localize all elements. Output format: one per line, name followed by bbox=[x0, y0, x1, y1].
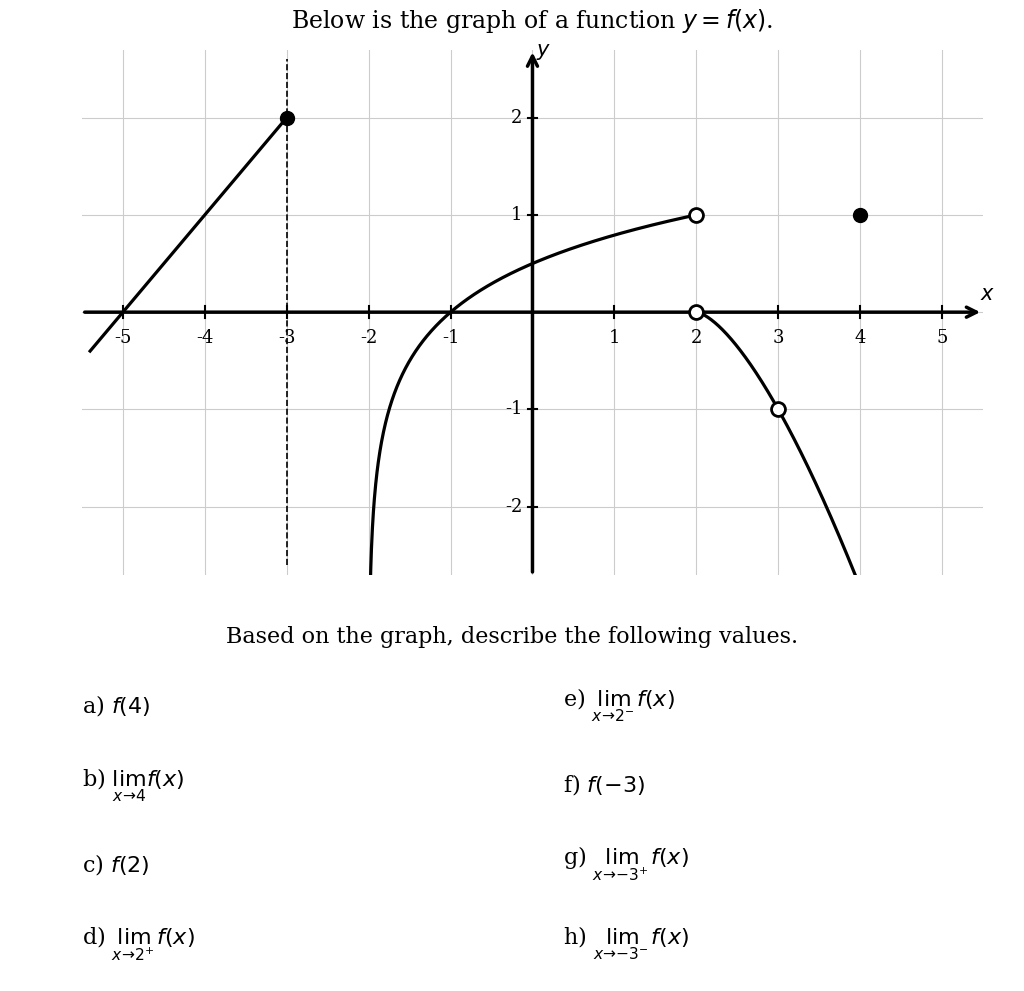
Text: f) $f(-3)$: f) $f(-3)$ bbox=[563, 772, 645, 798]
Text: -3: -3 bbox=[278, 329, 296, 347]
Text: h) $\lim_{x\to-3^-} f(x)$: h) $\lim_{x\to-3^-} f(x)$ bbox=[563, 925, 689, 962]
Text: g) $\lim_{x\to-3^+} f(x)$: g) $\lim_{x\to-3^+} f(x)$ bbox=[563, 845, 689, 883]
Text: -5: -5 bbox=[115, 329, 131, 347]
Text: 1: 1 bbox=[511, 206, 522, 224]
Text: d) $\lim_{x\to2^+} f(x)$: d) $\lim_{x\to2^+} f(x)$ bbox=[82, 925, 195, 962]
Text: 1: 1 bbox=[608, 329, 621, 347]
Text: Based on the graph, describe the following values.: Based on the graph, describe the followi… bbox=[226, 626, 798, 648]
Text: -1: -1 bbox=[505, 400, 522, 418]
Text: 2: 2 bbox=[511, 109, 522, 127]
Text: -2: -2 bbox=[505, 497, 522, 515]
Text: 3: 3 bbox=[772, 329, 784, 347]
Text: -4: -4 bbox=[197, 329, 213, 347]
Text: b) $\lim_{x\to4} f(x)$: b) $\lim_{x\to4} f(x)$ bbox=[82, 766, 184, 804]
Text: $y$: $y$ bbox=[536, 43, 551, 62]
Text: 4: 4 bbox=[854, 329, 866, 347]
Text: -1: -1 bbox=[441, 329, 460, 347]
Text: 5: 5 bbox=[936, 329, 948, 347]
Text: -2: -2 bbox=[360, 329, 377, 347]
Text: c) $f(2)$: c) $f(2)$ bbox=[82, 851, 150, 877]
Text: 2: 2 bbox=[690, 329, 702, 347]
Text: $x$: $x$ bbox=[980, 284, 994, 303]
Text: a) $f(4)$: a) $f(4)$ bbox=[82, 693, 151, 718]
Text: e) $\lim_{x\to2^-} f(x)$: e) $\lim_{x\to2^-} f(x)$ bbox=[563, 687, 675, 724]
Text: Below is the graph of a function $y = f(x)$.: Below is the graph of a function $y = f(… bbox=[292, 7, 773, 35]
